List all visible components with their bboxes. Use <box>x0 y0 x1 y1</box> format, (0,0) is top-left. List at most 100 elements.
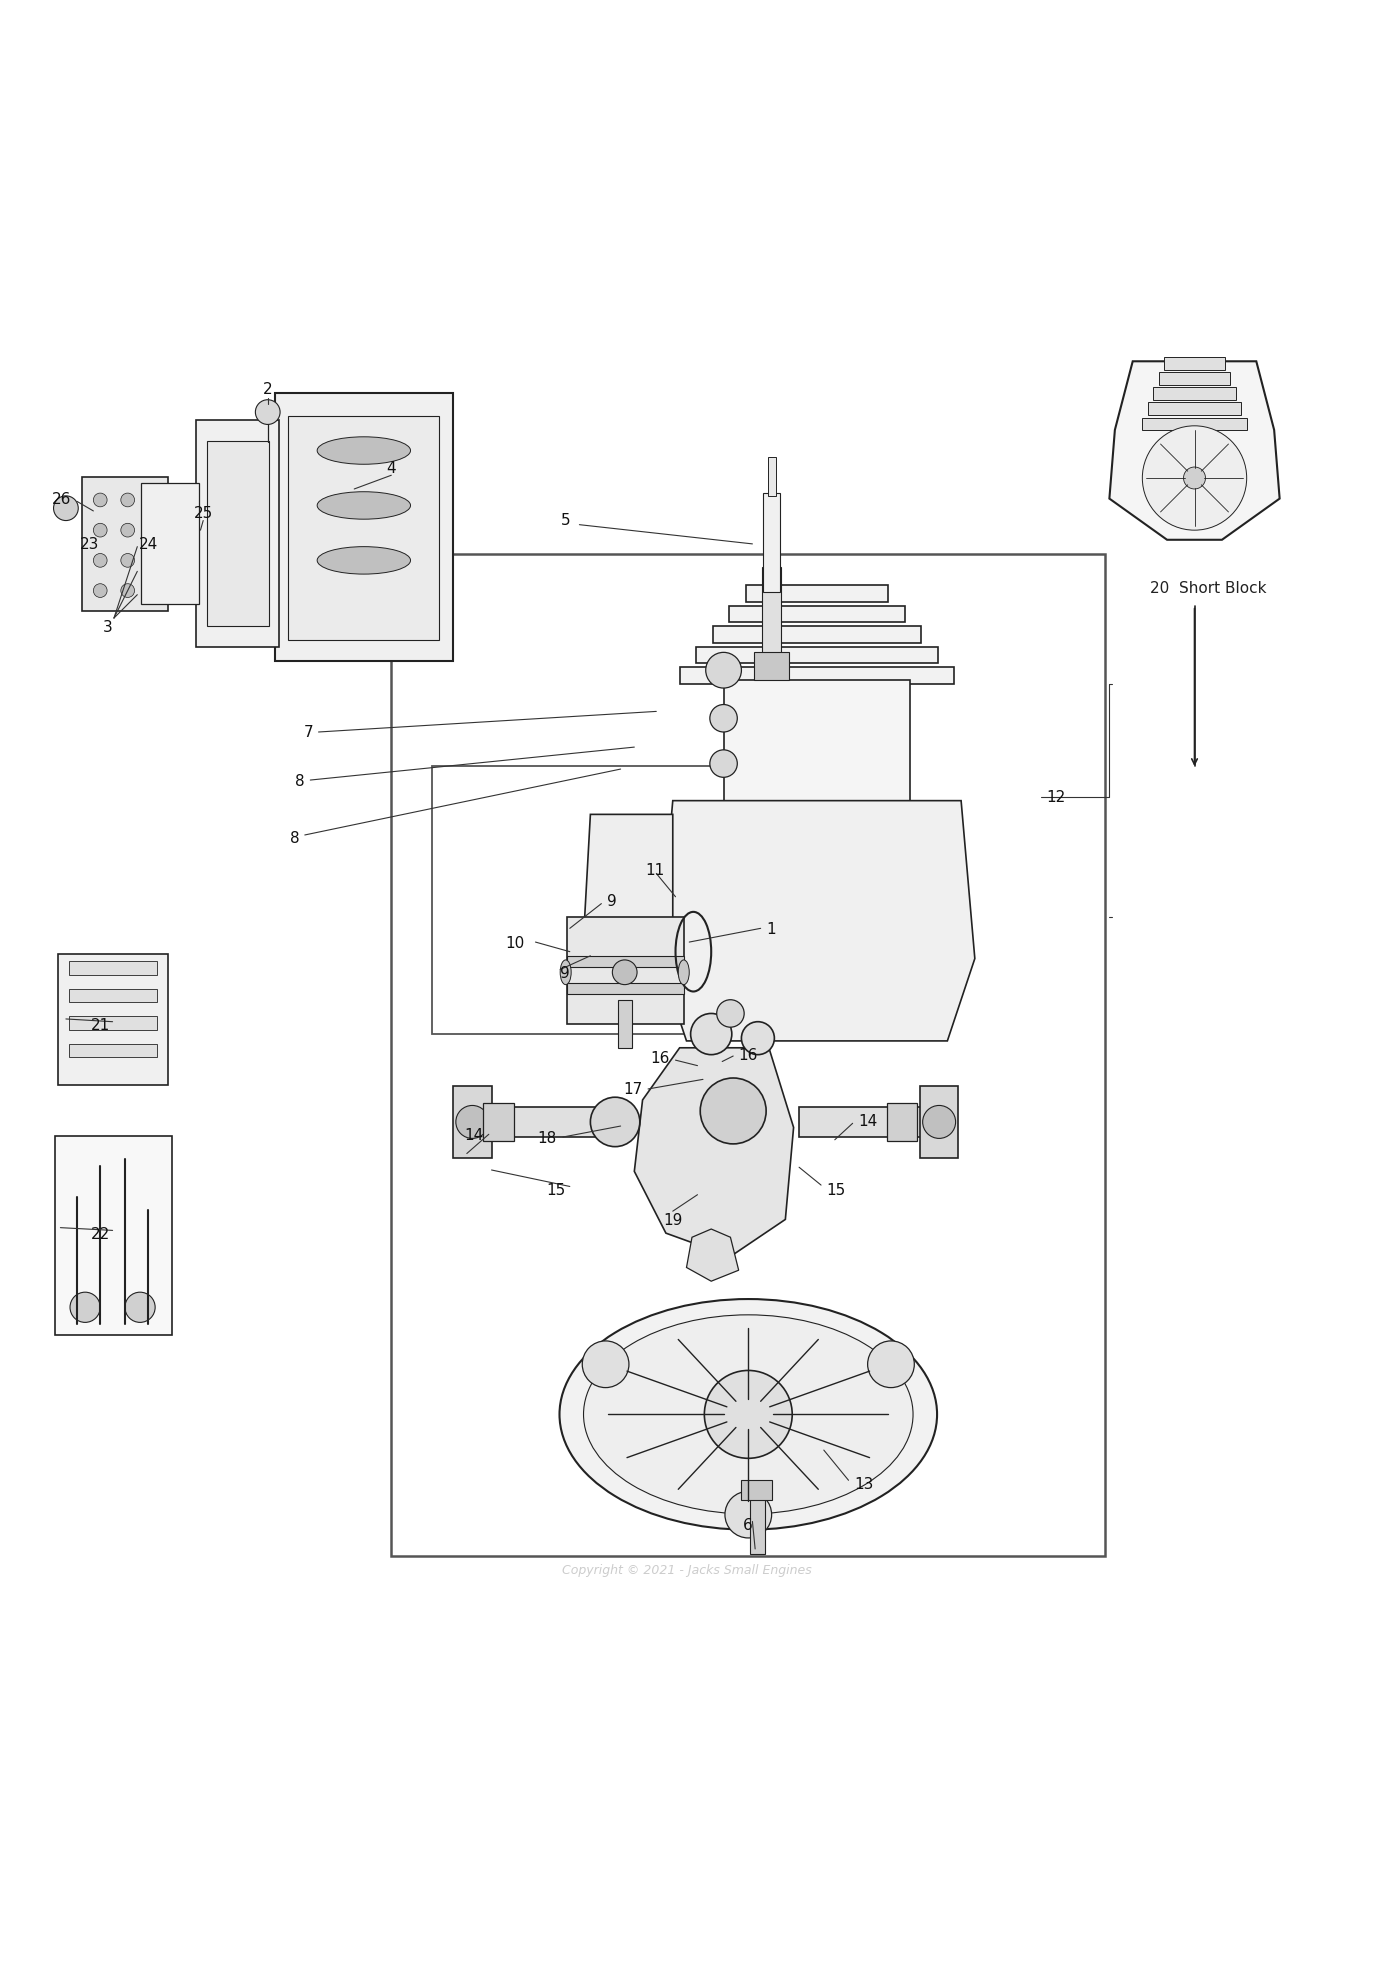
Circle shape <box>741 1022 774 1056</box>
Ellipse shape <box>584 1316 913 1513</box>
Text: 8: 8 <box>290 831 299 846</box>
Circle shape <box>1184 468 1205 489</box>
Bar <box>713 627 921 643</box>
Bar <box>729 606 905 623</box>
Circle shape <box>255 401 280 426</box>
Circle shape <box>144 554 158 568</box>
Circle shape <box>1142 426 1247 531</box>
Circle shape <box>144 493 158 507</box>
Polygon shape <box>634 1048 794 1257</box>
Circle shape <box>710 704 737 732</box>
Bar <box>1148 402 1241 416</box>
Ellipse shape <box>317 438 411 466</box>
Bar <box>750 1494 765 1555</box>
Text: 3: 3 <box>103 620 113 635</box>
Bar <box>391 554 1105 1557</box>
Circle shape <box>93 554 107 568</box>
Text: 26: 26 <box>52 491 71 507</box>
Ellipse shape <box>678 961 689 985</box>
Circle shape <box>582 1342 629 1387</box>
Text: 2: 2 <box>262 383 273 397</box>
Circle shape <box>456 1107 489 1138</box>
Text: 12: 12 <box>1046 789 1065 805</box>
Bar <box>82 477 168 612</box>
Bar <box>567 917 684 1024</box>
Bar <box>483 1103 514 1142</box>
Circle shape <box>121 493 135 507</box>
Ellipse shape <box>317 493 411 521</box>
Text: 18: 18 <box>537 1131 556 1144</box>
Polygon shape <box>584 815 673 959</box>
Circle shape <box>70 1292 100 1322</box>
Bar <box>799 1107 925 1138</box>
Text: 6: 6 <box>743 1517 752 1531</box>
Text: 4: 4 <box>386 460 397 475</box>
Circle shape <box>868 1342 914 1387</box>
Text: 17: 17 <box>623 1081 643 1097</box>
Circle shape <box>121 554 135 568</box>
Bar <box>1164 357 1225 371</box>
Bar <box>432 767 824 1034</box>
Text: 1: 1 <box>766 921 776 937</box>
Circle shape <box>612 961 637 985</box>
Text: 8: 8 <box>295 773 305 787</box>
Ellipse shape <box>560 1300 936 1529</box>
Text: Copyright © 2021 - Jacks Small Engines: Copyright © 2021 - Jacks Small Engines <box>562 1563 811 1576</box>
Text: 10: 10 <box>505 935 524 951</box>
Bar <box>464 1107 604 1138</box>
Bar <box>1153 389 1236 401</box>
Bar <box>618 1000 632 1048</box>
Bar <box>58 955 168 1085</box>
Circle shape <box>725 1492 772 1539</box>
Circle shape <box>93 493 107 507</box>
Bar <box>288 416 439 641</box>
Bar <box>724 681 910 801</box>
Text: 15: 15 <box>546 1182 566 1198</box>
Text: 5: 5 <box>560 513 571 527</box>
Bar <box>275 395 453 661</box>
Bar <box>69 988 157 1002</box>
Text: 15: 15 <box>827 1182 846 1198</box>
Circle shape <box>93 584 107 598</box>
Circle shape <box>54 497 78 521</box>
Text: 24: 24 <box>139 537 158 552</box>
Text: 7: 7 <box>303 726 313 740</box>
Circle shape <box>93 525 107 539</box>
Bar <box>680 669 954 685</box>
Bar <box>762 568 781 657</box>
Bar <box>754 653 789 681</box>
Ellipse shape <box>560 961 571 985</box>
Circle shape <box>710 750 737 777</box>
Circle shape <box>706 653 741 689</box>
Circle shape <box>590 1097 640 1146</box>
Polygon shape <box>659 801 975 1042</box>
Text: 16: 16 <box>651 1050 670 1065</box>
Text: 25: 25 <box>194 505 213 521</box>
Polygon shape <box>686 1229 739 1282</box>
Text: 9: 9 <box>607 894 616 910</box>
Bar <box>920 1087 958 1158</box>
Bar <box>207 442 269 627</box>
Bar <box>453 1087 492 1158</box>
Circle shape <box>144 525 158 539</box>
Bar <box>696 647 938 665</box>
Circle shape <box>121 525 135 539</box>
Ellipse shape <box>317 547 411 574</box>
Text: 19: 19 <box>663 1211 682 1227</box>
Bar <box>55 1136 172 1336</box>
Text: 14: 14 <box>858 1113 877 1129</box>
Bar <box>887 1103 917 1142</box>
Text: 16: 16 <box>739 1048 758 1063</box>
Text: 11: 11 <box>645 862 665 878</box>
Bar <box>741 1480 772 1499</box>
Text: 9: 9 <box>560 965 570 981</box>
Bar <box>196 420 279 647</box>
Bar <box>567 985 684 994</box>
Bar <box>1142 418 1247 430</box>
Polygon shape <box>1109 363 1280 541</box>
Bar <box>69 1044 157 1058</box>
Text: 13: 13 <box>854 1476 873 1492</box>
Bar <box>141 483 199 606</box>
Circle shape <box>691 1014 732 1056</box>
Bar <box>69 961 157 975</box>
